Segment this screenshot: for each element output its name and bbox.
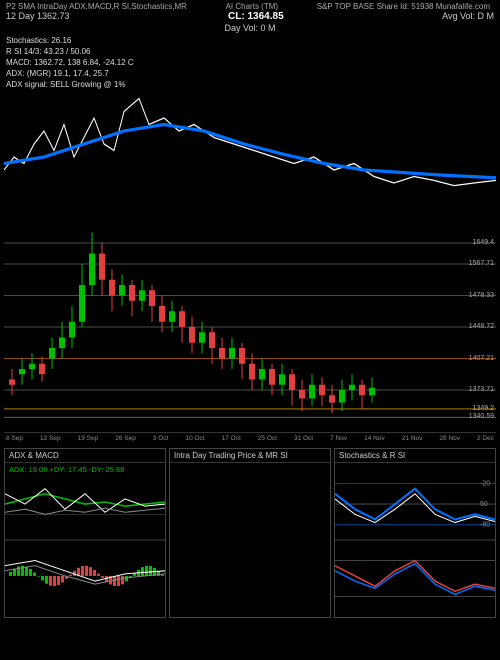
- adx-signal: ADX signal: SELL Growing @ 1%: [6, 79, 494, 90]
- header-tags: P2 SMA IntraDay ADX,MACD,R SI,Stochastic…: [0, 0, 500, 11]
- close-price: CL: 1364.85: [228, 11, 284, 22]
- ma-line-chart: [4, 92, 496, 222]
- panel-title-right: Stochastics & R SI: [335, 449, 495, 463]
- header-left: P2 SMA IntraDay ADX,MACD,R SI,Stochastic…: [6, 2, 187, 11]
- period-label: 12 Day 1362.73: [6, 11, 70, 22]
- bottom-panels: ADX & MACD ADX: 19.08 +DY: 17.45 -DY: 25…: [4, 448, 496, 618]
- avg-vol: Avg Vol: D M: [442, 11, 494, 22]
- info-line: 12 Day 1362.73 CL: 1364.85 Avg Vol: D M: [0, 11, 500, 22]
- day-vol: Day Vol: 0 M: [0, 23, 500, 33]
- svg-text:50: 50: [480, 500, 488, 508]
- adx-macd-panel: ADX & MACD ADX: 19.08 +DY: 17.45 -DY: 25…: [4, 448, 166, 618]
- macd-stat: MACD: 1362.72, 138 6.84, -24.12 C: [6, 57, 494, 68]
- svg-text:-20: -20: [480, 480, 490, 488]
- stoch-stat: Stochastics: 26.16: [6, 35, 494, 46]
- header-mid: AI Charts (TM): [226, 2, 278, 11]
- svg-text:-80: -80: [480, 521, 490, 529]
- intraday-panel: Intra Day Trading Price & MR SI: [169, 448, 331, 618]
- rsi-stat: R SI 14/3: 43.23 / 50.06: [6, 46, 494, 57]
- panel-title-mid: Intra Day Trading Price & MR SI: [170, 449, 330, 463]
- stochastics-panel: Stochastics & R SI -20 50 -80: [334, 448, 496, 618]
- adx-readout: ADX: 19.08 +DY: 17.45 -DY: 25.68: [9, 465, 124, 474]
- date-axis: 8 Sep12 Sep19 Sep26 Sep3 Oct10 Oct17 Oct…: [0, 433, 500, 444]
- adx-stat: ADX: (MGR) 19.1, 17.4, 25.7: [6, 68, 494, 79]
- indicator-stats: Stochastics: 26.16 R SI 14/3: 43.23 / 50…: [0, 33, 500, 92]
- header-right: S&P TOP BASE Share Id: 51938 Munafalife.…: [317, 2, 490, 11]
- panel-title-left: ADX & MACD: [5, 449, 165, 463]
- candlestick-chart: 1649.41567.711478.331448.721407.211373.7…: [4, 222, 496, 433]
